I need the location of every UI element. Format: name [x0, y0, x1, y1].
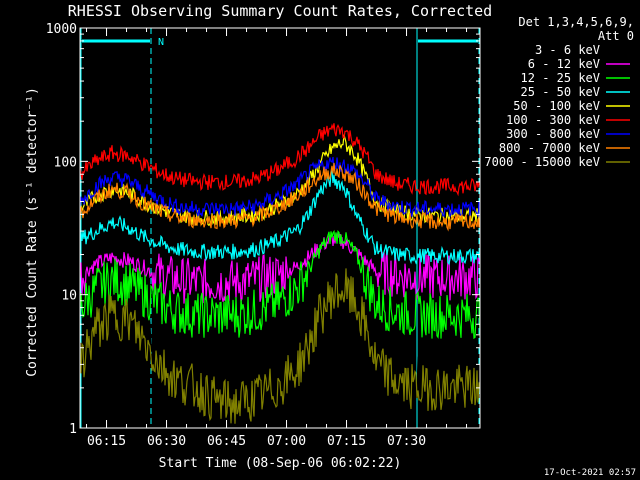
- series-line-2: [80, 229, 480, 340]
- series-line-1: [80, 232, 480, 304]
- series-layer: [80, 123, 480, 424]
- x-tick-label: 07:30: [387, 434, 426, 449]
- legend-header-line-1: Det 1,3,4,5,6,9,: [518, 15, 634, 29]
- legend-label: 12 - 25 keV: [521, 71, 600, 85]
- x-axis: 06:15 06:30 06:45 07:00 07:15 07:30: [86, 28, 468, 449]
- x-tick-label: 06:15: [87, 434, 126, 449]
- legend-label: 3 - 6 keV: [535, 43, 600, 57]
- night-marker: N: [158, 37, 164, 48]
- legend-label: 6 - 12 keV: [528, 57, 600, 71]
- legend-label: 50 - 100 keV: [513, 99, 600, 113]
- x-tick-label: 07:00: [267, 434, 306, 449]
- chart-title: RHESSI Observing Summary Count Rates, Co…: [68, 2, 492, 20]
- legend-label: 800 - 7000 keV: [499, 141, 600, 155]
- x-axis-label: Start Time (08-Sep-06 06:02:22): [159, 456, 402, 471]
- y-tick-label: 100: [54, 155, 77, 170]
- timestamp: 17-Oct-2021 02:57: [544, 468, 636, 478]
- legend-label: 100 - 300 keV: [506, 113, 600, 127]
- legend-label: 300 - 800 keV: [506, 127, 600, 141]
- legend-label: 25 - 50 keV: [521, 85, 600, 99]
- series-line-7: [80, 162, 480, 232]
- x-tick-label: 07:15: [327, 434, 366, 449]
- x-tick-label: 06:30: [147, 434, 186, 449]
- y-tick-label: 1: [69, 422, 77, 437]
- legend-label: 7000 - 15000 keV: [484, 155, 600, 169]
- series-line-8: [80, 268, 480, 424]
- y-tick-label: 10: [61, 289, 77, 304]
- y-axis: 1 10 100 1000: [46, 22, 480, 437]
- y-axis-label: Corrected Count Rate (s⁻¹ detector⁻¹): [25, 87, 40, 377]
- series-line-3: [80, 169, 480, 266]
- plot-frame: [79, 27, 481, 429]
- x-tick-label: 06:45: [207, 434, 246, 449]
- series-line-4: [80, 134, 480, 227]
- series-line-0: [80, 250, 480, 398]
- series-line-6: [80, 156, 480, 218]
- y-tick-label: 1000: [46, 22, 77, 37]
- series-line-5: [80, 123, 480, 197]
- legend-header-line-2: Att 0: [598, 29, 634, 43]
